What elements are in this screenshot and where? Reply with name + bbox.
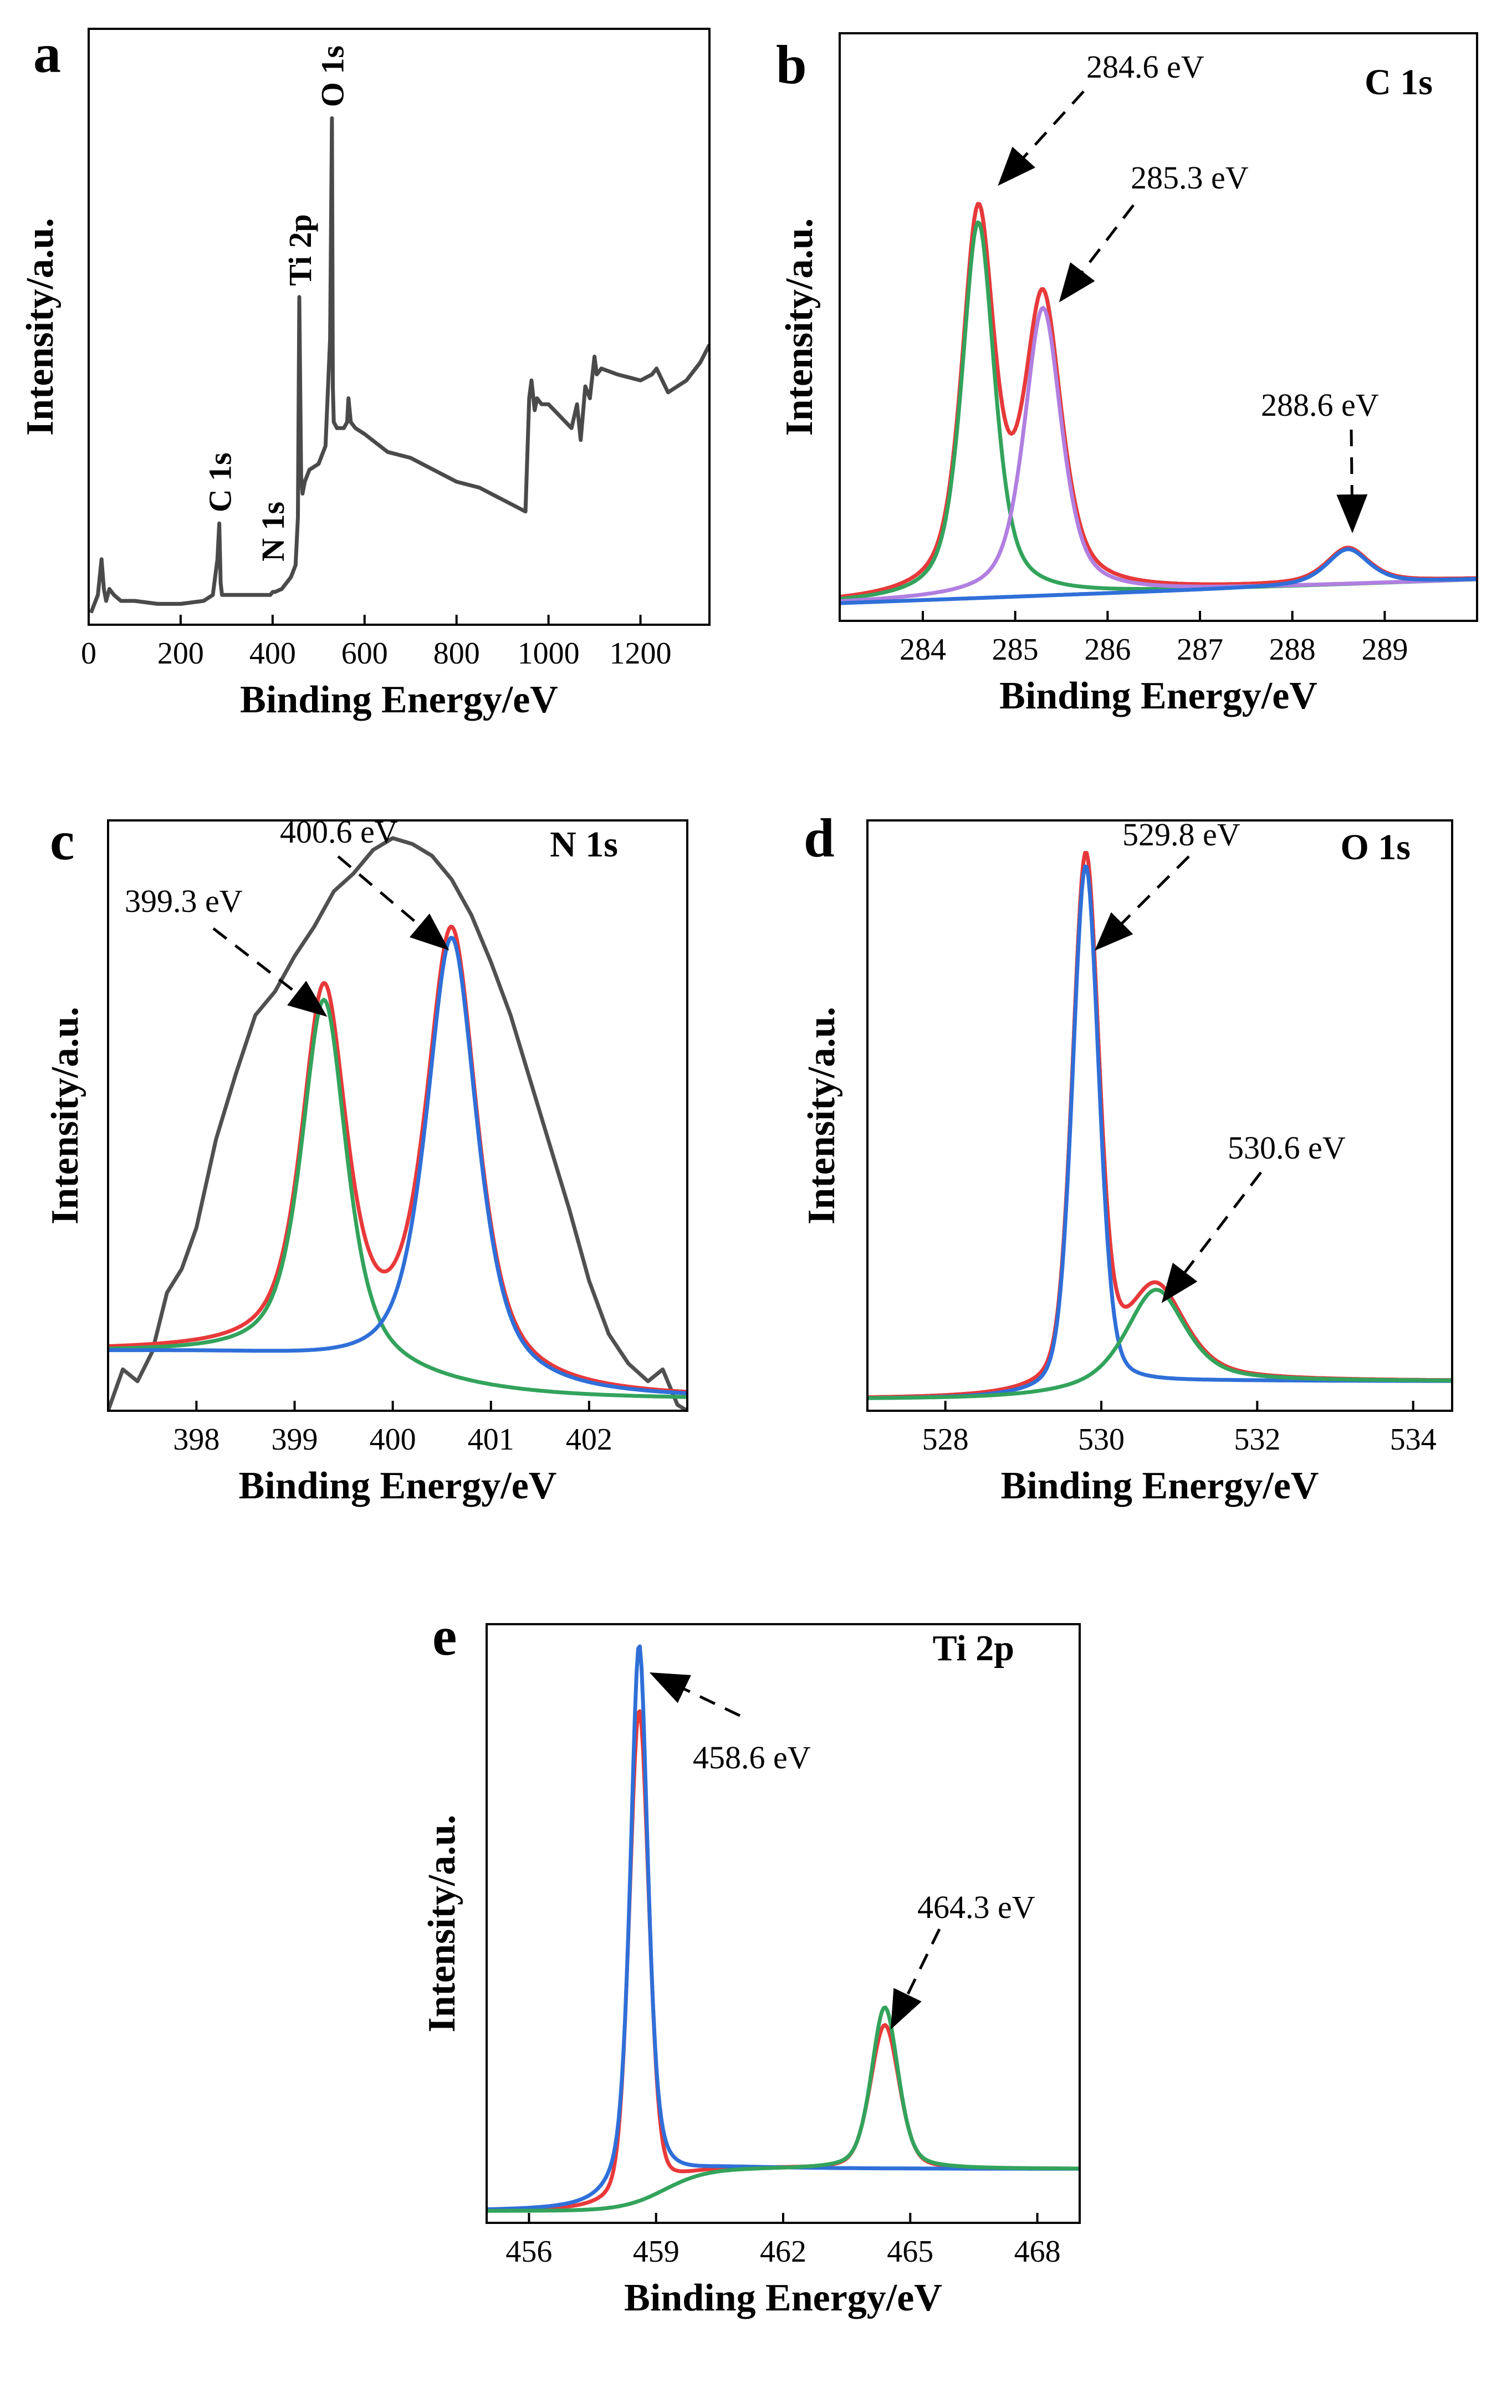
x-tick-label-c-3: 401 [468,1422,514,1457]
x-tick-label-b-0: 284 [900,632,946,667]
x-tick-label-b-1: 285 [992,632,1039,667]
series-c-3 [108,936,687,1395]
series-c-2 [108,998,687,1399]
panel-letter-c: c [50,810,74,871]
x-tick-label-b-5: 289 [1361,632,1408,667]
series-d-1 [867,851,1452,1400]
x-axis-title-d: Binding Energy/eV [1001,1465,1319,1507]
x-tick-label-e-2: 462 [760,2234,806,2269]
x-tick-label-a-1: 200 [157,636,204,671]
y-axis-title-a: Intensity/a.u. [19,218,62,436]
series-c-0 [108,836,687,1411]
series-e-0 [487,1709,1080,2212]
series-e-2 [487,2005,1080,2213]
peak-label-3: O 1s [315,45,351,107]
annotation-arrow-e-0 [649,1672,741,1717]
series-a-0 [89,116,709,614]
annotation-arrow-d-0 [1095,855,1190,951]
core-level-label-d: O 1s [1340,827,1411,868]
annotation-e-1: 464.3 eV [917,1889,1035,1925]
x-tick-label-e-0: 456 [505,2234,552,2269]
annotation-arrow-b-0 [998,90,1085,186]
x-tick-label-b-4: 288 [1269,632,1316,667]
annotation-arrow-d-1 [1161,1171,1262,1303]
peak-label-1: N 1s [255,502,291,562]
peak-label-2: Ti 2p [282,214,318,286]
y-axis-title-d: Intensity/a.u. [800,1007,843,1225]
annotation-b-2: 288.6 eV [1261,387,1379,423]
y-axis-title-e: Intensity/a.u. [421,1815,463,2033]
series-d-2 [867,864,1452,1400]
annotation-d-0: 529.8 eV [1122,817,1240,853]
y-axis-title-c: Intensity/a.u. [44,1007,86,1225]
x-tick-label-b-3: 287 [1177,632,1223,667]
series-c-1 [108,925,687,1394]
panel-letter-e: e [432,1605,457,1667]
x-axis-title-a: Binding Energy/eV [240,678,558,721]
annotation-c-1: 400.6 eV [280,814,398,850]
x-tick-label-a-5: 1000 [518,636,580,671]
peak-label-0: C 1s [202,452,238,512]
panel-letter-d: d [804,807,835,869]
series-d-0 [867,851,1452,1400]
x-tick-label-d-1: 530 [1078,1422,1125,1457]
x-axis-title-b: Binding Energy/eV [999,675,1317,717]
x-tick-label-a-3: 600 [341,636,388,671]
annotation-arrow-e-1 [890,1928,941,2030]
annotation-b-1: 285.3 eV [1131,160,1249,196]
x-tick-label-a-2: 400 [249,636,296,671]
x-tick-label-a-6: 1200 [610,636,672,671]
series-b-0 [840,202,1477,599]
core-level-label-c: N 1s [550,824,618,865]
panel-d: 528 530 532 534 Binding Energy/eV Intensity/a… [800,807,1453,1507]
x-tick-label-d-3: 534 [1390,1422,1437,1457]
panel-a: 0 200 400 600 800 1000 1200 Binding Energy/eV In… [19,23,711,721]
annotation-arrow-b-1 [1059,204,1135,303]
annotation-b-0: 284.6 eV [1086,49,1204,85]
panel-c: 398 399 400 401 402 Binding Energy/eV Intensit… [44,810,688,1507]
annotation-arrow-c-1 [337,855,449,951]
series-b-3 [840,305,1477,603]
annotation-arrow-b-2 [1336,429,1368,533]
series-d-3 [867,1288,1452,1400]
core-level-label-e: Ti 2p [933,1628,1014,1669]
core-level-label-b: C 1s [1365,62,1433,103]
x-tick-label-e-1: 459 [633,2234,680,2269]
x-axis-title-c: Binding Energy/eV [239,1465,557,1507]
x-tick-label-d-0: 528 [922,1422,969,1457]
x-tick-label-e-4: 468 [1014,2234,1061,2269]
x-tick-label-b-2: 286 [1084,632,1131,667]
series-b-4 [840,547,1477,605]
series-b-1 [840,202,1477,599]
annotation-arrow-c-0 [212,927,328,1017]
panel-letter-a: a [33,23,61,84]
annotation-c-0: 399.3 eV [125,883,243,919]
x-axis-title-e: Binding Energy/eV [624,2277,942,2319]
x-tick-label-e-3: 465 [887,2234,933,2269]
x-tick-label-a-0: 0 [81,636,96,671]
y-axis-title-b: Intensity/a.u. [778,218,821,436]
panel-letter-b: b [776,34,807,95]
plot-frame-a [88,28,711,626]
x-tick-label-c-0: 398 [173,1422,219,1457]
plot-frame-c [107,819,688,1412]
x-tick-label-d-2: 532 [1234,1422,1280,1457]
x-tick-label-c-1: 399 [272,1422,318,1457]
panel-b: 284 285 286 287 288 289 Binding Energy/eV Inten… [776,32,1478,717]
annotation-d-1: 530.6 eV [1228,1130,1346,1166]
x-tick-label-c-4: 402 [566,1422,612,1457]
x-tick-label-c-2: 400 [370,1422,416,1457]
series-b-2 [840,220,1477,601]
annotation-e-0: 458.6 eV [693,1739,811,1776]
series-e-1 [487,1644,1080,2211]
x-tick-label-a-4: 800 [433,636,480,671]
plot-frame-d [866,819,1453,1412]
panel-e: 456 459 462 465 468 Binding Energy/eV Intensit… [421,1605,1081,2319]
plot-frame-b [839,32,1478,622]
